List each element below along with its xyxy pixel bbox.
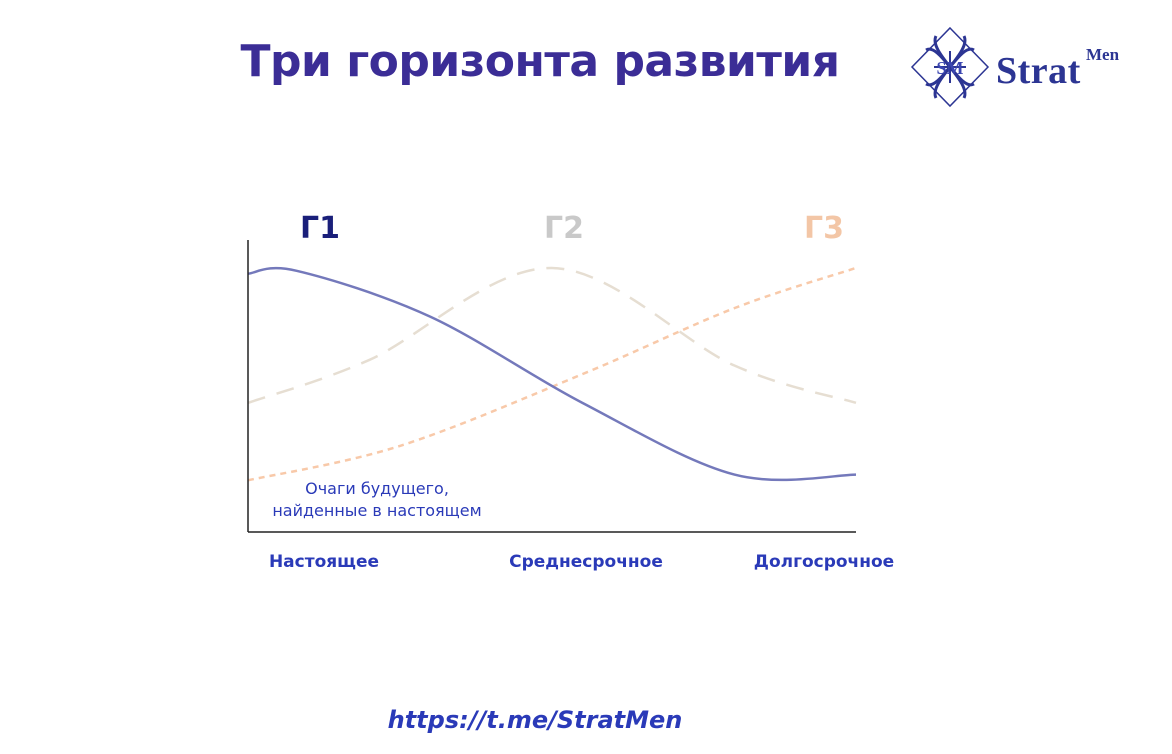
logo-emblem-letters: SM [937,58,964,78]
footer-url-link[interactable]: https://t.me/StratMen [387,706,683,734]
series-label-1: Г1 [300,211,340,246]
stratmen-logo: SM Strat Men [906,22,1131,112]
series-labels: Г1 Г2 Г3 [300,211,844,246]
series-line-1 [247,266,857,482]
annotation-line-2: найденные в настоящем [272,501,482,520]
logo-wordmark: Strat [996,50,1081,92]
annotation-line-1: Очаги будущего, [305,479,449,498]
series-curves [247,266,857,482]
logo-superscript: Men [1086,45,1120,64]
series-label-2: Г2 [544,211,584,246]
series-label-3: Г3 [804,211,844,246]
x-tick-label-3: Долгосрочное [754,552,894,572]
x-tick-label-1: Настоящее [269,552,379,572]
x-axis-labels: Настоящее Среднесрочное Долгосрочное [269,552,894,572]
series-line-2 [247,266,857,405]
series-line-3 [247,266,857,482]
chart-annotation: Очаги будущего, найденные в настоящем [262,478,492,522]
x-tick-label-2: Среднесрочное [509,552,663,572]
page-title: Три горизонта развития [240,36,840,87]
logo-emblem-icon: SM [910,26,990,108]
